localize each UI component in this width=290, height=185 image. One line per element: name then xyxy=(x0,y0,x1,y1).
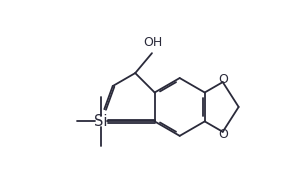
Text: Si: Si xyxy=(95,114,108,129)
Text: O: O xyxy=(218,73,228,86)
Text: OH: OH xyxy=(143,36,162,49)
Text: O: O xyxy=(218,128,228,141)
